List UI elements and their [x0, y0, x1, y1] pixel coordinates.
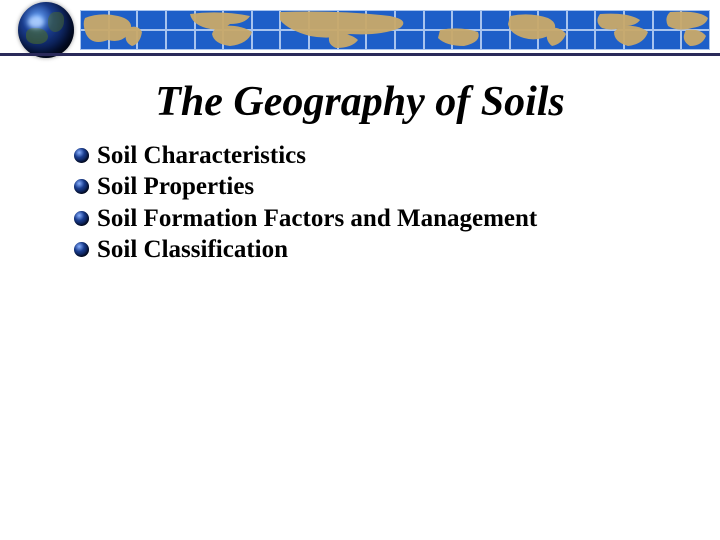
- bullet-text: Soil Formation Factors and Management: [97, 203, 537, 234]
- slide-title: The Geography of Soils: [0, 78, 720, 126]
- bullet-text: Soil Classification: [97, 234, 288, 265]
- bullet-text: Soil Characteristics: [97, 140, 306, 171]
- list-item: Soil Classification: [74, 234, 720, 265]
- list-item: Soil Characteristics: [74, 140, 720, 171]
- globe-bullet-icon: [74, 242, 89, 257]
- globe-bullet-icon: [74, 179, 89, 194]
- globe-bullet-icon: [74, 211, 89, 226]
- world-map-strip: [80, 10, 710, 50]
- header-underline: [0, 53, 720, 56]
- header-band: [0, 0, 720, 60]
- globe-bullet-icon: [74, 148, 89, 163]
- bullet-text: Soil Properties: [97, 171, 254, 202]
- list-item: Soil Formation Factors and Management: [74, 203, 720, 234]
- bullet-list: Soil Characteristics Soil Properties Soi…: [74, 140, 720, 265]
- globe-icon: [18, 2, 74, 58]
- list-item: Soil Properties: [74, 171, 720, 202]
